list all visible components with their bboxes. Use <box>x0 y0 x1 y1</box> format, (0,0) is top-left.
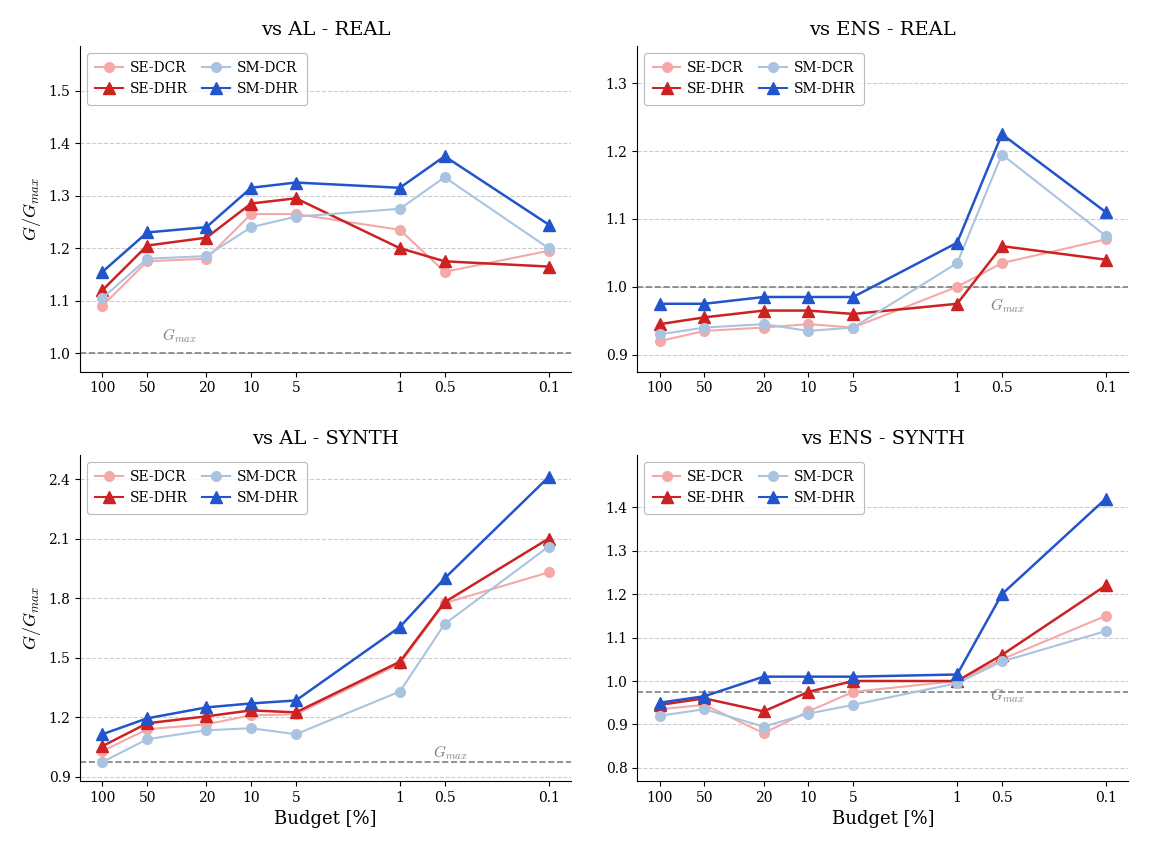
Text: $G_{max}$: $G_{max}$ <box>433 743 468 762</box>
X-axis label: Budget [%]: Budget [%] <box>832 810 934 828</box>
Legend: SE-DCR, SE-DHR, SM-DCR, SM-DHR: SE-DCR, SE-DHR, SM-DCR, SM-DHR <box>645 462 864 514</box>
Text: $G_{max}$: $G_{max}$ <box>990 296 1025 315</box>
Text: $G_{max}$: $G_{max}$ <box>162 326 196 345</box>
Y-axis label: $G/G_{max}$: $G/G_{max}$ <box>21 177 43 241</box>
Legend: SE-DCR, SE-DHR, SM-DCR, SM-DHR: SE-DCR, SE-DHR, SM-DCR, SM-DHR <box>87 462 307 514</box>
Title: vs AL - REAL: vs AL - REAL <box>261 21 391 39</box>
Title: vs ENS - SYNTH: vs ENS - SYNTH <box>801 430 965 448</box>
X-axis label: Budget [%]: Budget [%] <box>275 810 377 828</box>
Text: $G_{max}$: $G_{max}$ <box>990 687 1025 706</box>
Legend: SE-DCR, SE-DHR, SM-DCR, SM-DHR: SE-DCR, SE-DHR, SM-DCR, SM-DHR <box>645 53 864 104</box>
Title: vs AL - SYNTH: vs AL - SYNTH <box>252 430 399 448</box>
Title: vs ENS - REAL: vs ENS - REAL <box>809 21 956 39</box>
Y-axis label: $G/G_{max}$: $G/G_{max}$ <box>21 586 43 650</box>
Legend: SE-DCR, SE-DHR, SM-DCR, SM-DHR: SE-DCR, SE-DHR, SM-DCR, SM-DHR <box>87 53 307 104</box>
